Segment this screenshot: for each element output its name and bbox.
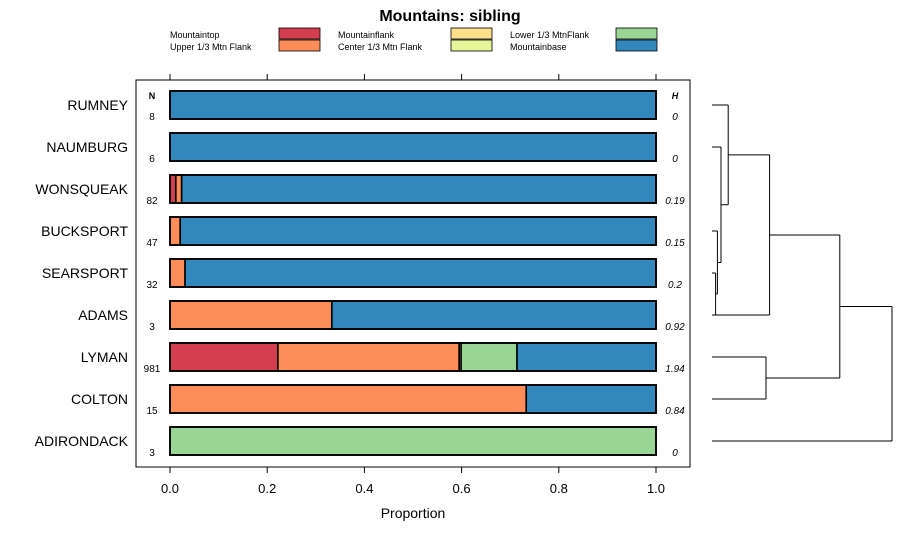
bar-outline-searsport [169,258,657,288]
row-label-rumney: RUMNEY [67,97,128,113]
bar-outline-naumburg [169,132,657,162]
bar-segment-bucksport-mountainbase [179,216,657,246]
legend-swatch-center-1-3-mtn-flank [450,39,493,52]
dendrogram [712,104,893,442]
x-axis: 0.0 0.2 0.4 0.6 0.8 1.0 [161,74,665,496]
bar-segment-adams-upper-1-3-mtn-flank [169,300,333,330]
row-labels: RUMNEY 8 0 NAUMBURG 6 0 WONSQUEAK 82 0.19 BUCKSPO… [35,97,686,459]
legend-label-upper-1-3-mtn-flank: Upper 1/3 Mtn Flank [170,42,252,52]
h-value-adams: 0.92 [665,322,685,333]
bar-segment-wonsqueak-mountainbase [180,174,657,204]
h-value-bucksport: 0.15 [665,238,685,249]
n-value-searsport: 32 [146,280,158,291]
x-tick-label: 0.6 [453,481,471,496]
bar-outline-bucksport [169,216,657,246]
legend-swatch-upper-1-3-mtn-flank [278,39,321,52]
legend-swatch-lower-1-3-mtnflank [615,27,658,40]
x-tick-label: 0.4 [355,481,373,496]
bar-segment-wonsqueak-upper-1-3-mtn-flank [175,174,183,204]
bar-outline-wonsqueak [169,174,657,204]
n-header: N [149,91,156,101]
row-label-adams: ADAMS [78,307,128,323]
h-value-rumney: 0 [672,112,678,123]
legend-swatch-mountaintop [278,27,321,40]
h-header: H [672,91,679,101]
legend-label-center-1-3-mtn-flank: Center 1/3 Mtn Flank [338,42,423,52]
bar-outline-rumney [169,90,657,120]
bar-segment-colton-upper-1-3-mtn-flank [169,384,528,414]
n-value-lyman: 981 [144,364,161,375]
plot-frame [135,79,691,468]
h-value-wonsqueak: 0.19 [665,196,685,207]
bar-outline-lyman [169,342,657,372]
bar-segment-searsport-mountainbase [184,258,657,288]
n-value-colton: 15 [146,406,158,417]
x-axis-label: Proportion [381,505,446,521]
row-label-lyman: LYMAN [81,349,128,365]
n-value-adams: 3 [149,322,155,333]
legend: Mountaintop Upper 1/3 Mtn Flank Mountainfl… [170,27,658,52]
row-label-naumburg: NAUMBURG [46,139,128,155]
legend-label-mountainflank: Mountainflank [338,30,395,40]
h-value-naumburg: 0 [672,154,678,165]
n-value-adirondack: 3 [149,448,155,459]
bar-segment-lyman-mountainbase [516,342,657,372]
bar-segment-bucksport-upper-1-3-mtn-flank [169,216,182,246]
h-value-lyman: 1.94 [665,364,685,375]
n-value-naumburg: 6 [149,154,155,165]
n-value-bucksport: 47 [146,238,158,249]
bar-segment-adirondack-lower-1-3-mtnflank [169,426,657,456]
h-value-adirondack: 0 [672,448,678,459]
legend-swatch-mountainflank [450,27,493,40]
row-label-colton: COLTON [71,391,128,407]
x-tick-label: 0.8 [550,481,568,496]
bar-segment-colton-mountainbase [525,384,657,414]
chart-title: Mountains: sibling [379,8,520,25]
x-tick-label: 1.0 [647,481,665,496]
bar-outline-colton [169,384,657,414]
h-value-colton: 0.84 [665,406,685,417]
n-value-rumney: 8 [149,112,155,123]
bar-outline-adirondack [169,426,657,456]
row-label-bucksport: BUCKSPORT [41,223,128,239]
h-value-searsport: 0.2 [668,280,682,291]
x-tick-label: 0.0 [161,481,179,496]
bar-segment-lyman-upper-1-3-mtn-flank [277,342,460,372]
bar-segment-lyman-lower-1-3-mtnflank [460,342,518,372]
row-label-searsport: SEARSPORT [42,265,129,281]
bar-segment-searsport-upper-1-3-mtn-flank [169,258,186,288]
bar-outline-adams [169,300,657,330]
bars [169,90,657,456]
legend-label-lower-1-3-mtnflank: Lower 1/3 MtnFlank [510,30,590,40]
bar-segment-rumney-mountainbase [169,90,657,120]
legend-label-mountaintop: Mountaintop [170,30,220,40]
x-tick-label: 0.2 [258,481,276,496]
n-value-wonsqueak: 82 [146,196,158,207]
row-label-wonsqueak: WONSQUEAK [35,181,128,197]
bar-segment-lyman-mountaintop [169,342,279,372]
bar-segment-naumburg-mountainbase [169,132,657,162]
legend-swatch-mountainbase [615,39,658,52]
legend-label-mountainbase: Mountainbase [510,42,567,52]
row-label-adirondack: ADIRONDACK [35,433,129,449]
bar-segment-adams-mountainbase [331,300,657,330]
